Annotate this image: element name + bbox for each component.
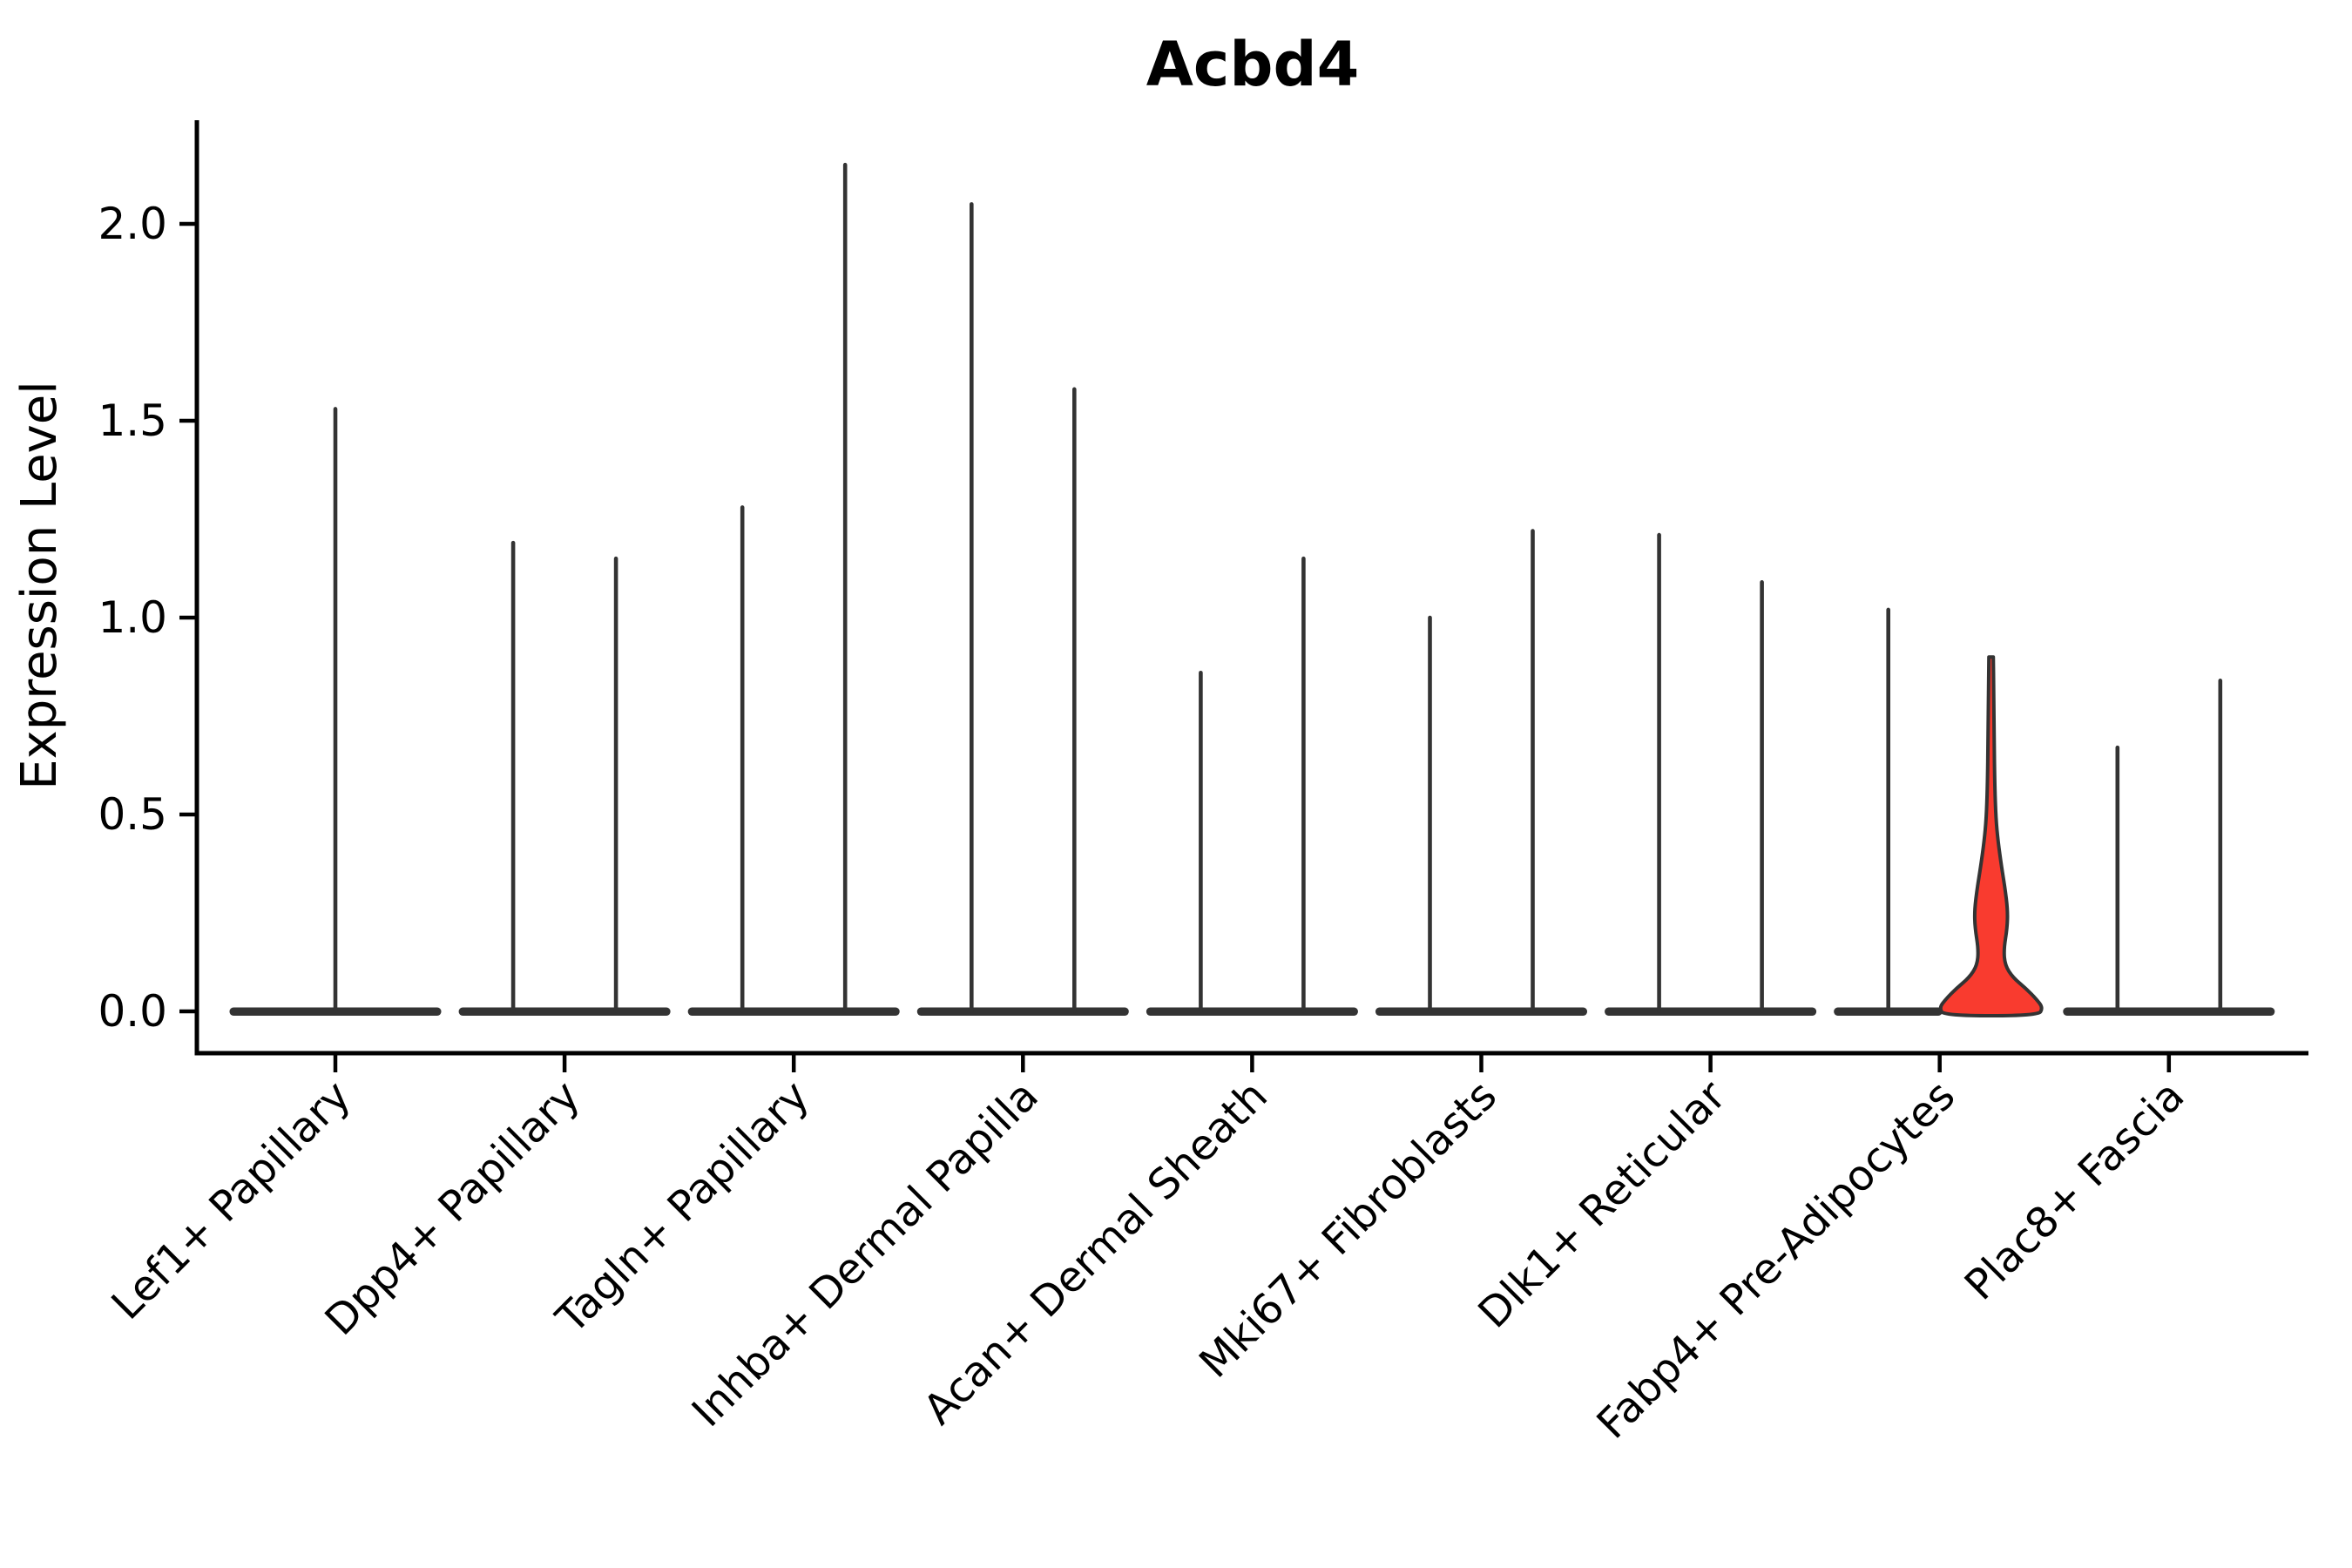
violins-layer — [229, 162, 2275, 1017]
highlighted-violin — [1938, 655, 2044, 1017]
x-category-label: Plac8+ Fascia — [1956, 1071, 2194, 1310]
violin-baseline-strip — [1375, 1007, 1587, 1016]
x-category-label: Dlk1+ Reticular — [1469, 1071, 1735, 1338]
violin-baseline-strip — [916, 1007, 1129, 1016]
y-tick-label: 0.0 — [98, 986, 167, 1037]
violin-baseline-strip — [1605, 1007, 1817, 1016]
x-category-label: Dpp4+ Papillary — [316, 1071, 590, 1345]
y-tick-label: 0.5 — [98, 789, 167, 840]
y-tick-label: 2.0 — [98, 199, 167, 249]
violin-baseline-strip — [687, 1007, 900, 1016]
x-category-label: Lef1+ Papillary — [103, 1071, 361, 1329]
y-tick-label: 1.0 — [98, 592, 167, 643]
y-tick-label: 1.5 — [98, 395, 167, 446]
violin-baseline-strip — [1146, 1007, 1358, 1016]
chart-title: Acbd4 — [1146, 29, 1360, 100]
x-category-label: Tagln+ Papillary — [546, 1071, 818, 1343]
violin-baseline-strip — [458, 1007, 671, 1016]
y-axis-label: Expression Level — [11, 381, 68, 790]
violin-baseline-strip — [2063, 1007, 2275, 1016]
axes-layer — [179, 120, 2308, 1072]
